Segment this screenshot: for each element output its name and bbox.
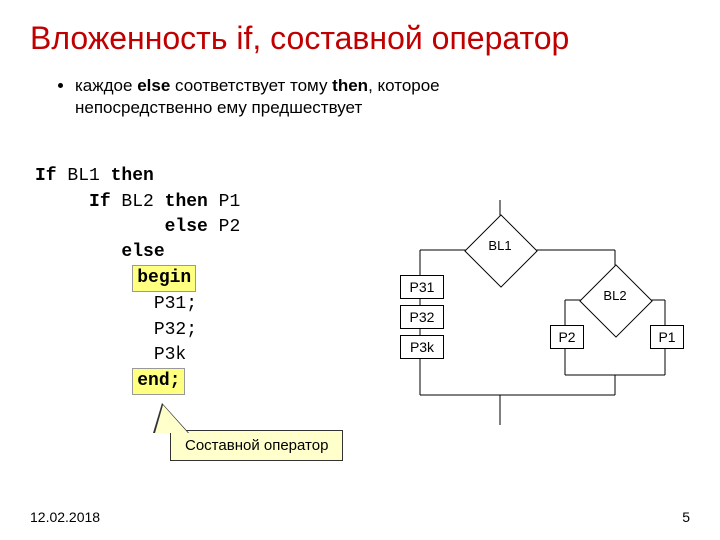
code-text: P1 [208, 192, 240, 212]
box-p32: P32 [400, 305, 444, 329]
diamond-bl1-label: BL1 [480, 238, 520, 253]
page-title: Вложенность if, составной оператор [30, 20, 690, 57]
code-kw: If [35, 166, 57, 186]
bullet-bold: then [332, 76, 368, 95]
code-hl: begin [132, 265, 196, 292]
bullet-part: соответствует тому [170, 76, 332, 95]
code-text: P32; [154, 320, 197, 340]
callout-tail [155, 405, 188, 433]
code-kw: else [165, 217, 208, 237]
box-p3k: P3k [400, 335, 444, 359]
code-kw: else [121, 242, 164, 262]
code-kw: If [89, 192, 111, 212]
footer-date: 12.02.2018 [30, 509, 100, 525]
box-p31: P31 [400, 275, 444, 299]
bullet-bold: else [137, 76, 170, 95]
box-p1: P1 [650, 325, 684, 349]
callout-box: Составной оператор [170, 430, 343, 461]
code-text: P31; [154, 294, 197, 314]
code-kw: then [111, 166, 154, 186]
footer-page: 5 [682, 509, 690, 525]
bullet-part: каждое [75, 76, 137, 95]
flowchart: BL1 BL2 P31 P32 P3k P2 P1 [370, 200, 700, 440]
code-text: P2 [208, 217, 240, 237]
box-p2: P2 [550, 325, 584, 349]
bullet-text: каждое else соответствует тому then, кот… [75, 75, 475, 119]
code-hl: end; [132, 368, 185, 395]
diamond-bl2-label: BL2 [595, 288, 635, 303]
code-text: BL2 [111, 192, 165, 212]
code-kw: then [165, 192, 208, 212]
code-text: P3k [154, 345, 186, 365]
code-text: BL1 [57, 166, 111, 186]
